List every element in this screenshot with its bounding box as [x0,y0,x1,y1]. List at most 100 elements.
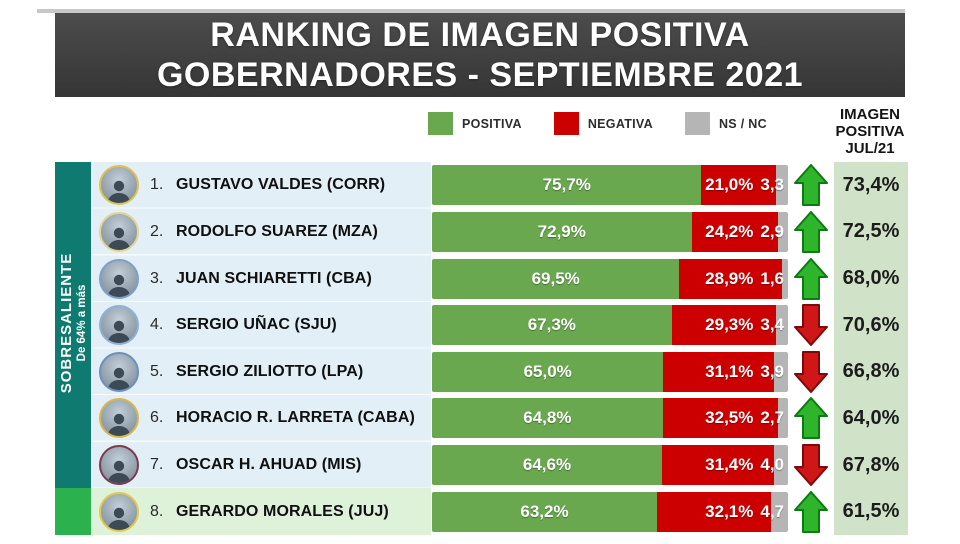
positiva-bar-segment: 63,2% [432,491,657,532]
trend-cell [788,162,834,208]
positiva-value-label: 64,8% [523,408,572,428]
nsnc-bar-segment [776,165,788,206]
trend-cell [788,489,834,535]
jul21-header-line3: JUL/21 [845,140,895,157]
bar-right-labels: 31,4% 4,0 [705,445,784,485]
trend-cell [788,442,834,488]
legend: POSITIVA NEGATIVA NS / NC [428,112,767,135]
page-title-line2: GOBERNADORES - SEPTIEMBRE 2021 [156,56,804,94]
person-icon [108,414,130,437]
trend-cell [788,349,834,395]
negativa-bar-segment [662,398,779,439]
positiva-value-label: 65,0% [523,361,572,381]
stacked-bar: 75,7% 21,0% 3,3 [432,165,788,206]
governor-cell: 8. GERARDO MORALES (JUJ) [91,491,431,532]
positiva-bar-segment: 75,7% [432,165,702,206]
negativa-bar-segment [679,258,783,299]
governor-avatar [99,305,139,346]
person-icon [108,507,130,530]
rank-number: 3. [150,269,164,287]
trend-up-icon [794,164,828,207]
positiva-value-label: 63,2% [520,501,569,521]
legend-item-positiva: POSITIVA [428,112,522,135]
positiva-value-label: 69,5% [531,268,580,288]
legend-item-negativa: NEGATIVA [553,112,653,135]
rank-number: 1. [150,176,164,194]
table-row: 4. SERGIO UÑAC (SJU) 67,3% 29,3% 3,4 70,… [91,302,908,349]
names-row8-background [91,488,431,535]
jul21-value: 64,0% [842,406,900,429]
governor-name: JUAN SCHIARETTI (CBA) [176,269,372,287]
governor-avatar [99,258,139,299]
ranking-rows: 1. GUSTAVO VALDES (CORR) 75,7% 21,0% 3,3… [91,162,908,535]
negativa-bar-segment [671,305,776,346]
bar-right-labels: 32,1% 4,7 [705,492,784,532]
negativa-bar-segment [691,211,778,252]
trend-cell [788,209,834,255]
page-title: RANKING DE IMAGEN POSITIVA GOBERNADORES … [55,13,905,97]
person-icon [108,181,130,204]
nsnc-bar-segment [775,305,788,346]
negativa-value-label: 32,5% [705,408,754,428]
governor-name: OSCAR H. AHUAD (MIS) [176,456,362,474]
positiva-value-label: 64,6% [522,455,572,475]
governor-avatar [99,165,139,206]
category-band-text: SOBRESALIENTE De 64% a más [55,163,91,483]
table-row: 3. JUAN SCHIARETTI (CBA) 69,5% 28,9% 1,6… [91,255,908,302]
stacked-bar: 67,3% 29,3% 3,4 [432,305,788,346]
person-icon [108,367,130,390]
table-row: 7. OSCAR H. AHUAD (MIS) 64,6% 31,4% 4,0 … [91,442,908,489]
governor-name: SERGIO UÑAC (SJU) [176,316,337,334]
nsnc-bar-segment [782,258,788,299]
bar-right-labels: 24,2% 2,9 [705,212,784,252]
negativa-value-label: 28,9% [705,268,754,288]
governor-name: GUSTAVO VALDES (CORR) [176,176,386,194]
trend-down-icon [794,444,828,487]
bar-right-labels: 32,5% 2,7 [705,398,784,438]
negativa-bar-segment [701,165,777,206]
trend-up-icon [794,257,828,300]
person-icon [108,320,130,344]
category-band-sobresaliente: SOBRESALIENTE De 64% a más [55,162,91,488]
nsnc-bar-segment [771,491,788,532]
nsnc-value-label: 3,3 [760,175,784,195]
negativa-swatch-icon [553,112,579,135]
governor-cell: 6. HORACIO R. LARRETA (CABA) [91,398,431,439]
jul21-value: 72,5% [842,220,900,243]
bar-right-labels: 29,3% 3,4 [705,305,784,345]
governor-name: GERARDO MORALES (JUJ) [176,502,389,520]
nsnc-bar-segment [774,351,788,392]
positiva-bar-segment: 67,3% [432,305,672,346]
rank-number: 2. [150,222,164,240]
positiva-swatch-icon [428,112,453,135]
nsnc-bar-segment [778,398,788,439]
bar-right-labels: 21,0% 3,3 [705,165,784,205]
category-range-label: De 64% a más [75,284,88,362]
jul21-value: 61,5% [842,500,900,523]
trend-up-icon [794,397,828,440]
positiva-value-label: 67,3% [527,315,576,335]
bar-right-labels: 31,1% 3,9 [705,352,784,392]
negativa-bar-segment [663,351,775,392]
category-label: SOBRESALIENTE [57,252,75,394]
jul21-column-header: IMAGEN POSITIVA JUL/21 [828,106,912,157]
governor-name: SERGIO ZILIOTTO (LPA) [176,362,364,380]
trend-up-icon [794,210,828,253]
ranking-table: SOBRESALIENTE De 64% a más 1. GUSTAVO VA… [55,162,908,535]
bar-right-labels: 28,9% 1,6 [705,259,784,299]
governor-name: HORACIO R. LARRETA (CABA) [176,409,415,427]
rank-number: 4. [150,316,164,334]
stacked-bar: 63,2% 32,1% 4,7 [432,491,788,532]
stacked-bar: 64,6% 31,4% 4,0 [432,445,788,486]
rank-number: 8. [150,502,164,520]
table-row: 2. RODOLFO SUAREZ (MZA) 72,9% 24,2% 2,9 … [91,209,908,256]
nsnc-value-label: 4,0 [760,455,784,475]
jul21-column-background [834,162,908,535]
jul21-header-line1: IMAGEN [840,106,900,123]
page-title-line1: RANKING DE IMAGEN POSITIVA [210,16,750,54]
trend-up-icon [794,490,828,533]
nsnc-value-label: 3,9 [760,361,784,381]
positiva-bar-segment: 64,6% [432,445,662,486]
nsnc-value-label: 2,9 [760,221,784,241]
trend-cell [788,302,834,348]
